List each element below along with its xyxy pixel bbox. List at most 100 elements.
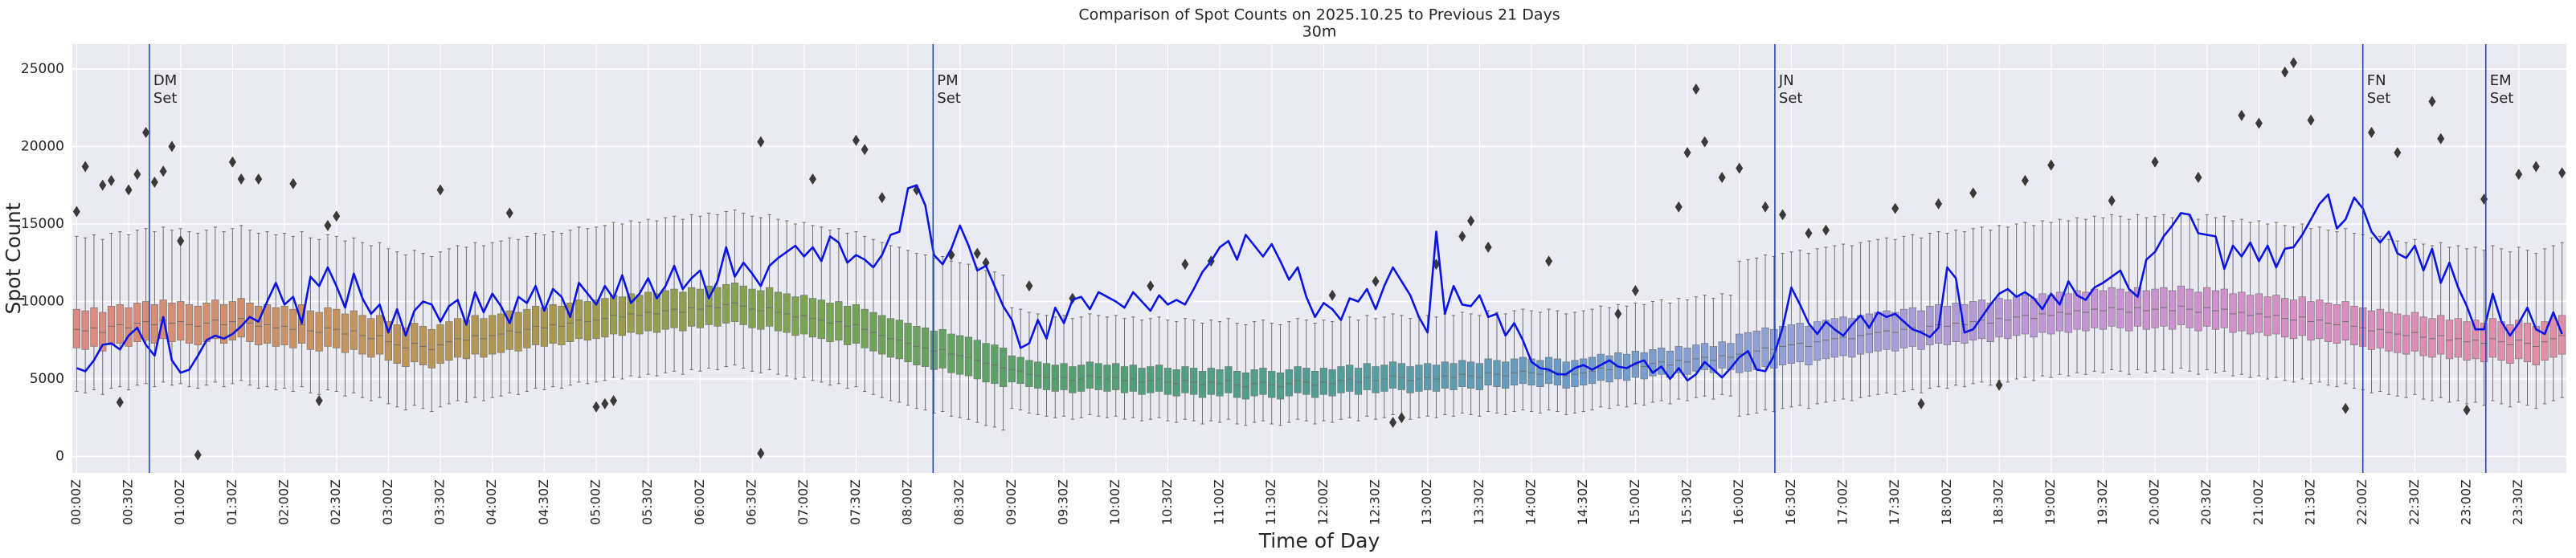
box [125,307,133,347]
outlier [1822,224,1830,236]
outlier [2558,167,2566,179]
box [922,327,930,367]
outlier [116,396,124,408]
box [1042,363,1051,390]
x-tick-label: 11:00Z [1212,479,1227,525]
outlier [2151,156,2159,168]
box [280,305,288,345]
outlier [228,156,236,168]
box [2463,321,2471,361]
box [1311,371,1319,398]
x-tick-label: 02:00Z [276,479,292,525]
x-tick-label: 06:00Z [692,479,707,525]
outlier [177,235,185,247]
box [835,301,843,341]
outlier [1389,417,1397,429]
box [2038,293,2046,333]
box [228,301,237,341]
box [2194,291,2202,332]
x-tick-label: 14:00Z [1523,479,1539,525]
box [263,304,272,344]
x-tick-label: 01:30Z [224,479,239,525]
x-tick-label: 09:00Z [1004,479,1019,525]
box [1008,355,1016,383]
box [1337,366,1345,393]
box [1051,365,1059,392]
box [1450,363,1458,390]
outlier [237,173,245,185]
box [489,315,497,355]
box [2272,295,2280,335]
box [1163,368,1171,395]
x-tick-label: 08:30Z [951,479,967,525]
box [991,344,999,385]
box [1510,358,1519,386]
box [574,299,583,340]
box [714,287,722,327]
box [1060,363,1068,390]
box [2229,293,2237,333]
box [350,310,358,350]
box [982,343,990,383]
box [419,326,427,365]
box [1536,360,1544,387]
box [2428,318,2436,358]
box [1389,361,1397,389]
x-tick-label: 20:00Z [2147,479,2162,525]
box [2247,295,2255,335]
box [194,305,202,345]
x-tick-label: 12:30Z [1368,479,1383,525]
box [1302,368,1310,395]
box [1899,308,1908,348]
box [471,315,479,355]
y-tick-label: 5000 [30,371,64,387]
outlier [1397,412,1405,424]
box [411,323,419,363]
box [1328,369,1336,397]
box [2091,288,2099,328]
box [661,290,669,330]
box [1397,363,1405,390]
box [817,299,825,340]
box [2133,287,2142,327]
x-tick-label: 03:00Z [380,479,395,525]
box [2445,320,2454,360]
outlier [1995,379,2003,391]
x-tick-label: 06:30Z [744,479,759,525]
box [1198,371,1207,398]
box [2220,288,2228,328]
box [1120,366,1129,393]
x-tick-label: 17:00Z [1835,479,1850,525]
box [1736,333,1744,373]
box [774,291,782,332]
y-tick-label: 15000 [21,216,64,232]
outlier [1545,255,1553,267]
event-label: Set [2490,90,2514,107]
box [1225,366,1233,393]
outlier [1372,275,1380,287]
box [2472,320,2480,360]
outlier [1069,292,1077,304]
box [1692,344,1700,372]
outlier [601,397,609,409]
outlier [125,184,133,196]
box [913,326,921,365]
box [2263,296,2271,336]
box [1294,366,1302,393]
x-tick-label: 07:30Z [848,479,863,525]
box [1805,326,1813,365]
box [1658,348,1666,375]
y-tick-label: 0 [55,449,64,465]
box [358,315,366,355]
box [930,330,938,370]
outlier [81,161,89,173]
outlier [2108,194,2116,206]
box [2055,291,2064,332]
box [315,312,323,352]
outlier [861,144,869,156]
box [748,288,756,328]
box [1000,348,1008,387]
box [2047,295,2055,335]
box [1977,299,1986,340]
